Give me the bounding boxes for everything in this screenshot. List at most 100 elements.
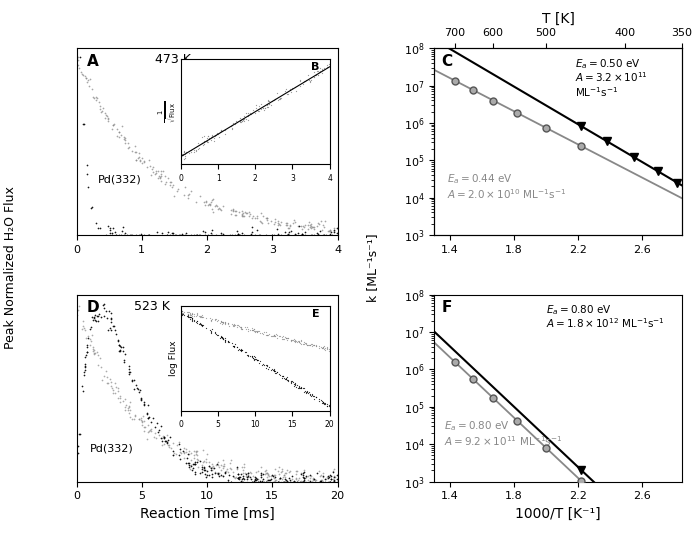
Point [110,389,121,398]
Point [290,475,301,483]
Point [88,314,100,323]
Point [250,214,261,223]
Point [328,477,339,486]
Point [242,472,253,481]
Point [251,476,262,484]
Point [267,471,278,480]
Point [214,472,225,480]
Point [207,470,218,478]
Point [166,177,177,186]
Point [217,471,228,480]
Point [262,470,274,478]
Point [111,124,122,133]
Point [236,210,247,218]
Point [189,454,200,463]
Point [228,471,239,480]
Point [315,477,326,486]
Point [75,68,86,77]
Point [304,217,315,226]
Point [117,223,128,232]
Point [207,231,218,239]
Point [149,433,160,441]
Point [119,133,130,142]
Point [239,212,250,220]
Point [251,213,262,222]
Point [145,426,156,434]
Point [217,472,228,480]
Point [203,462,214,470]
Point [99,109,110,117]
Text: $A = 1.8 \times 10^{12}$ ML$^{-1}$s$^{-1}$: $A = 1.8 \times 10^{12}$ ML$^{-1}$s$^{-1… [546,317,665,330]
Point [171,450,182,458]
Point [104,306,115,315]
Point [267,472,278,481]
Point [278,477,290,486]
Point [265,475,276,483]
Point [214,205,226,213]
Point [197,465,208,473]
Point [82,348,93,357]
Point [236,477,247,486]
Point [319,231,330,239]
Point [131,231,142,239]
Point [79,363,90,372]
Point [169,231,180,239]
Point [285,477,296,486]
Point [212,468,223,477]
Point [129,148,140,157]
Point [152,167,164,175]
Point [252,475,263,484]
Point [248,471,259,480]
Point [255,470,267,479]
Point [164,178,175,186]
Point [130,156,141,164]
Point [139,417,150,425]
Point [232,463,243,472]
Point [317,477,329,486]
Point [274,220,285,228]
Point [198,227,209,235]
Point [213,463,224,471]
Point [129,412,141,421]
Point [191,231,202,239]
Point [316,226,327,234]
Point [153,172,164,180]
Point [244,210,255,219]
Point [78,70,89,79]
Point [201,471,212,479]
Point [328,464,339,473]
Point [181,454,192,463]
Point [77,382,88,391]
Point [258,475,269,484]
Point [285,220,296,229]
Point [125,398,136,406]
Point [204,201,215,210]
Point [191,457,203,466]
Point [313,230,324,238]
Point [123,142,134,151]
Point [103,378,114,387]
Point [115,231,126,239]
Point [77,386,88,395]
Point [295,477,306,486]
Point [183,459,194,468]
Point [236,207,247,215]
Point [273,230,284,238]
Point [118,134,129,143]
Point [284,468,295,476]
Point [285,226,296,235]
Point [105,309,116,317]
Point [309,231,320,239]
Point [79,360,90,368]
Point [250,473,261,482]
Point [241,209,252,218]
Point [182,450,193,458]
Point [263,476,274,484]
Point [119,395,130,403]
Point [139,423,150,431]
Point [300,472,311,481]
Point [212,468,223,477]
Point [184,447,195,455]
Point [315,471,326,480]
Point [184,463,195,471]
